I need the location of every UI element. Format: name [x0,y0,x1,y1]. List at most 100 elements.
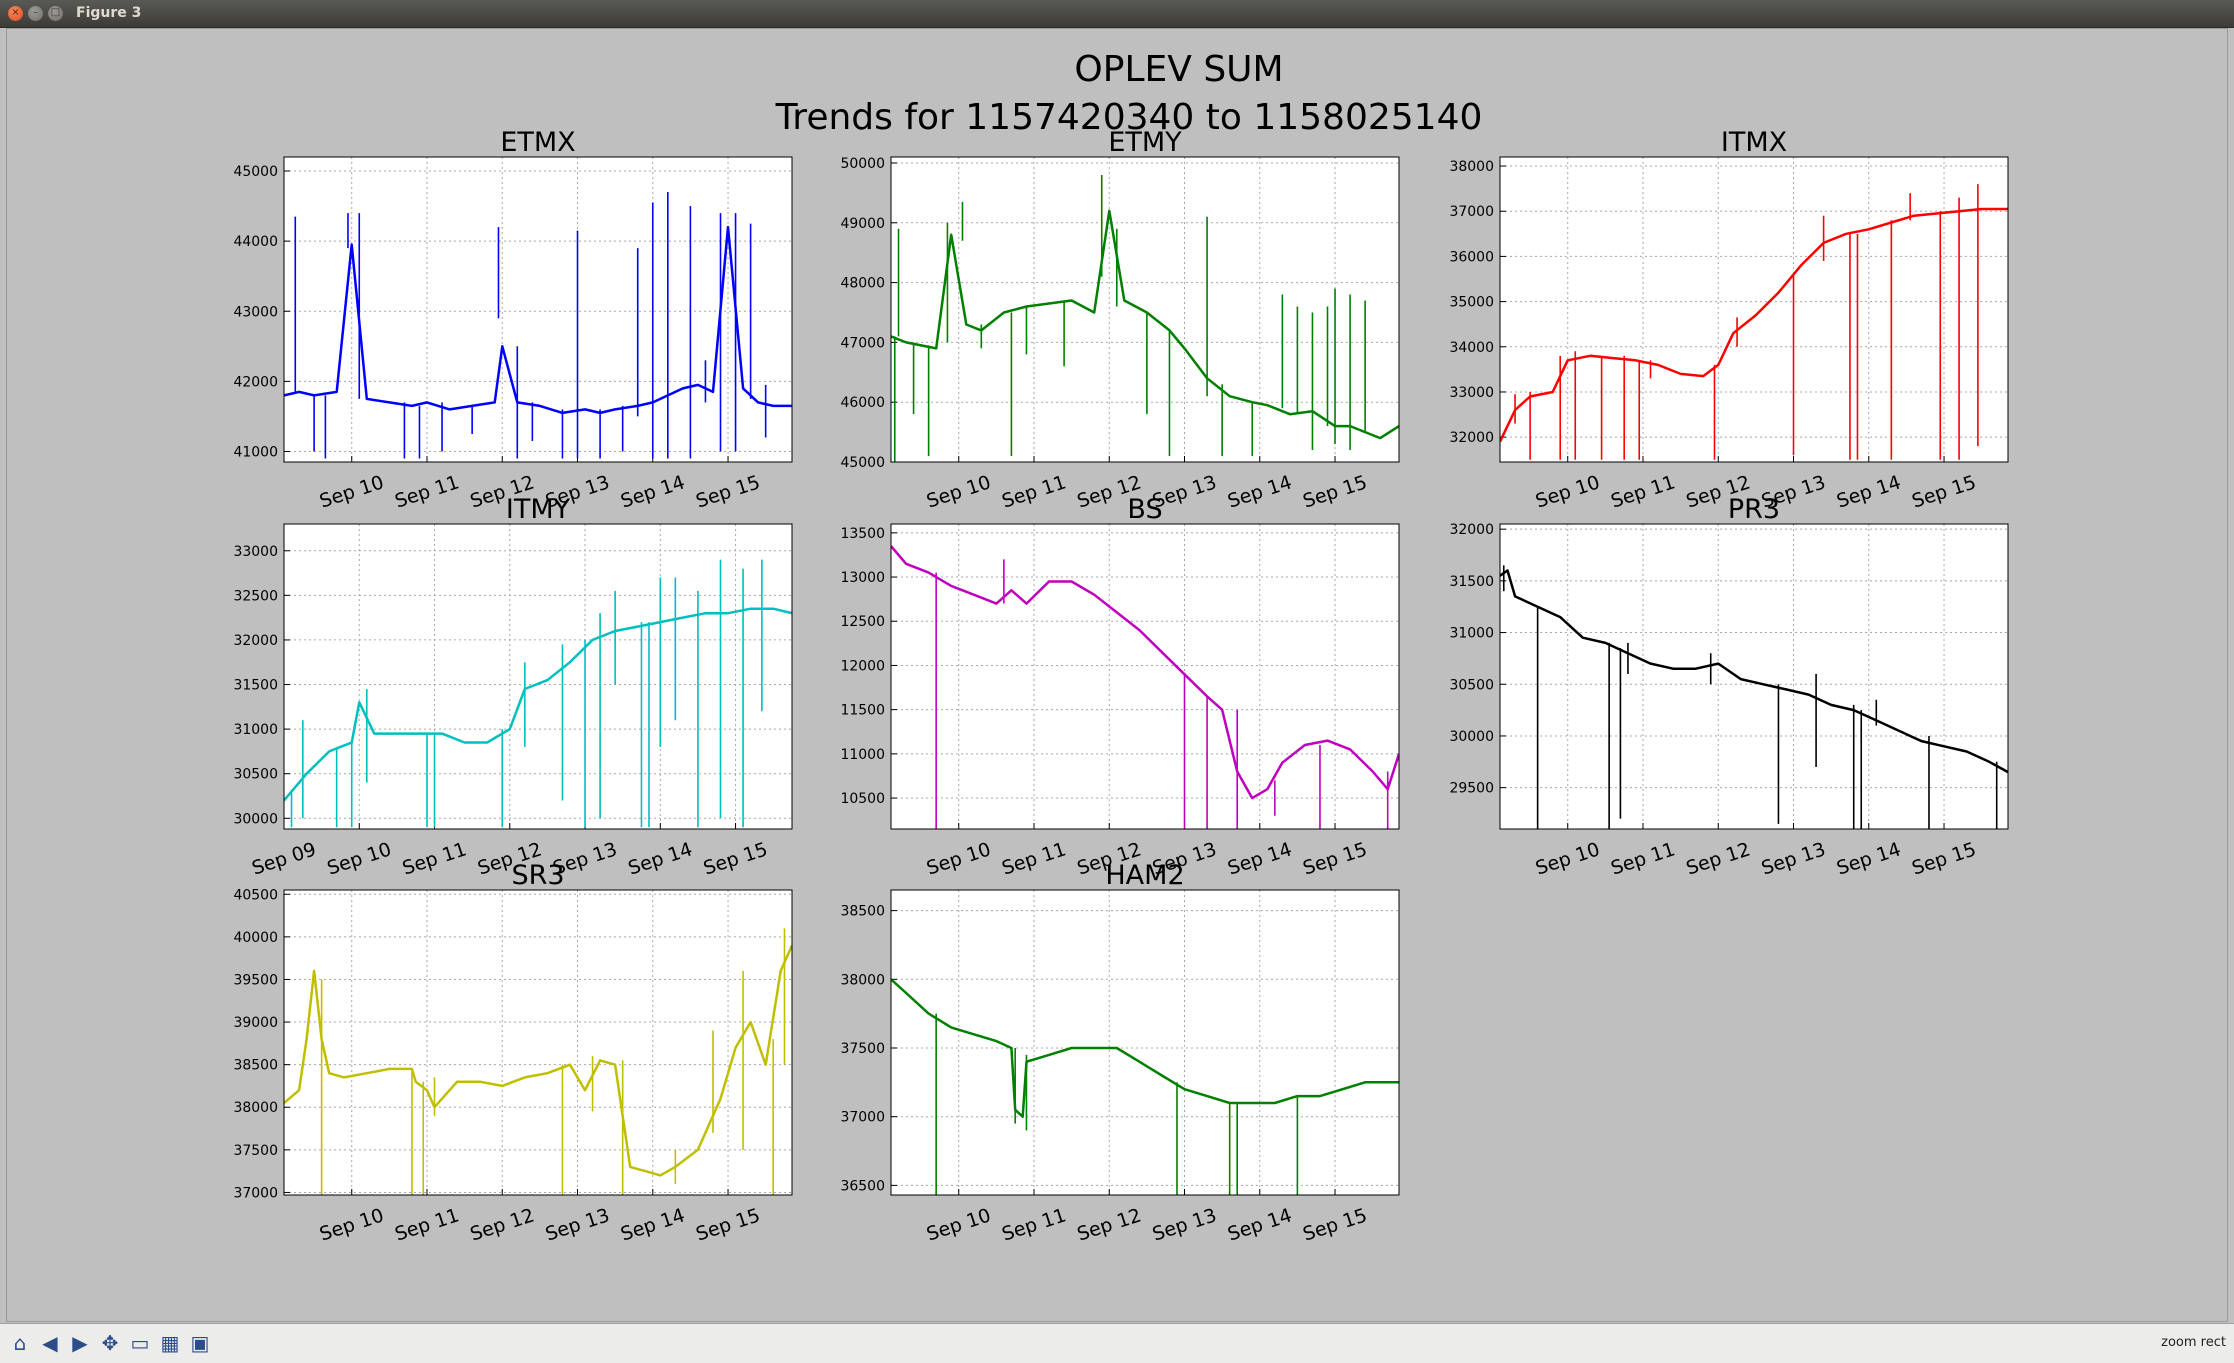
subplot-title: SR3 [511,860,564,891]
x-tick-label: Sep 14 [1834,471,1904,512]
x-tick-label: Sep 13 [543,1204,613,1245]
y-tick-label: 13000 [840,570,885,586]
x-tick-label: Sep 10 [924,471,994,512]
y-tick-label: 10500 [840,791,885,807]
y-tick-label: 37000 [840,1110,885,1126]
y-tick-label: 38500 [233,1058,278,1074]
y-tick-label: 31000 [233,722,278,738]
y-tick-label: 36000 [1449,249,1494,265]
y-tick-label: 40000 [233,930,278,946]
series-line [891,209,1399,440]
figure-canvas[interactable]: OPLEV SUM Trends for 1157420340 to 11580… [6,28,2228,1322]
subplot-etmy: Sep 10 Sep 11 Sep 12 Sep 13 Sep 14 Sep 154500… [840,127,1400,513]
plot-background [284,890,792,1195]
y-tick-label: 38000 [840,972,885,988]
y-tick-label: 37000 [1449,204,1494,220]
axes-frame [890,523,1400,830]
y-tick-label: 38000 [1449,159,1494,175]
series-itmx [1500,184,2008,460]
plot-background [1500,157,2008,462]
forward-icon[interactable]: ▶ [72,1331,88,1355]
x-tick-label: Sep 15 [701,838,771,879]
series-etmy [891,174,1399,462]
y-tick-label: 35000 [1449,295,1494,311]
series-pr3 [1500,565,2008,829]
window-titlebar: × – □ Figure 3 [0,0,2234,28]
x-tick-label: Sep 12 [467,1204,537,1245]
figure-subtitle: Trends for 1157420340 to 1158025140 [775,97,1483,138]
subplots-icon[interactable]: ▦ [160,1331,180,1355]
x-tick-label: Sep 10 [317,1204,387,1245]
x-tick-label: Sep 12 [1683,838,1753,879]
y-tick-label: 11500 [840,703,885,719]
x-tick-label: Sep 14 [1225,1204,1295,1245]
subplot-ham2: Sep 10 Sep 11 Sep 12 Sep 13 Sep 14 Sep 15 3650… [840,860,1400,1246]
y-tick-label: 13500 [840,526,885,542]
x-tick-label: Sep 15 [693,471,763,512]
series-line [1500,207,2008,443]
axes-frame [283,889,793,1196]
y-tick-label: 31000 [1449,626,1494,642]
plot-background [1500,524,2008,829]
home-icon[interactable]: ⌂ [13,1331,27,1355]
subplot-title: ITMY [506,494,571,525]
x-tick-label: Sep 10 [317,471,387,512]
y-tick-label: 44000 [233,234,278,250]
x-tick-label: Sep 14 [1225,471,1295,512]
series-line [284,225,792,415]
close-icon[interactable]: × [8,6,23,21]
y-tick-label: 12500 [840,614,885,630]
y-tick-label: 30500 [233,767,278,783]
series-bs [891,545,1399,829]
x-tick-label: Sep 14 [618,471,688,512]
minimize-icon[interactable]: – [28,6,43,21]
x-tick-label: Sep 12 [1074,1204,1144,1245]
axes-frame [1499,156,2009,463]
x-tick-label: Sep 15 [1909,838,1979,879]
zoom-icon[interactable]: ▭ [130,1331,150,1355]
y-tick-label: 30000 [233,811,278,827]
y-tick-label: 43000 [233,304,278,320]
y-tick-label: 12000 [840,658,885,674]
y-tick-label: 32500 [233,588,278,604]
y-tick-label: 32000 [1449,430,1494,446]
series-sr3 [284,928,792,1195]
subplot-title: ETMX [500,127,575,158]
x-tick-label: Sep 11 [392,1204,462,1245]
subplot-title: ETMY [1108,127,1182,158]
subplot-itmx: Sep 10 Sep 11 Sep 12 Sep 13 Sep 14 Sep 153200… [1449,127,2009,513]
maximize-icon[interactable]: □ [48,6,63,21]
x-tick-label: Sep 10 [1533,471,1603,512]
x-tick-label: Sep 11 [392,471,462,512]
y-tick-label: 31500 [233,678,278,694]
window-title: Figure 3 [76,5,142,21]
y-tick-label: 46000 [840,395,885,411]
y-tick-label: 30000 [1449,729,1494,745]
x-tick-label: Sep 13 [1759,838,1829,879]
save-icon[interactable]: ▣ [190,1331,210,1355]
y-tick-label: 37500 [840,1041,885,1057]
series-line [891,978,1399,1118]
y-tick-label: 34000 [1449,340,1494,356]
x-tick-label: Sep 11 [999,838,1069,879]
x-tick-label: Sep 11 [999,1204,1069,1245]
y-tick-label: 49000 [840,216,885,232]
x-tick-label: Sep 15 [1300,1204,1370,1245]
axes-frame [283,156,793,463]
y-tick-label: 50000 [840,156,885,172]
back-icon[interactable]: ◀ [42,1331,58,1355]
y-tick-label: 48000 [840,276,885,292]
subplot-title: HAM2 [1105,860,1184,891]
x-tick-label: Sep 10 [324,838,394,879]
subplots: Sep 10 Sep 11 Sep 12 Sep 13 Sep 14 Sep 154100… [233,127,2009,1246]
subplot-title: BS [1127,494,1162,525]
plot-background [891,524,1399,829]
x-tick-label: Sep 09 [249,838,319,879]
x-tick-label: Sep 10 [924,1204,994,1245]
pan-icon[interactable]: ✥ [101,1331,119,1355]
plot-background [284,157,792,462]
x-tick-label: Sep 14 [1225,838,1295,879]
status-text: zoom rect [2161,1335,2226,1350]
y-tick-label: 39500 [233,972,278,988]
subplot-sr3: Sep 10 Sep 11 Sep 12 Sep 13 Sep 14 Sep 15 3700… [233,860,793,1246]
